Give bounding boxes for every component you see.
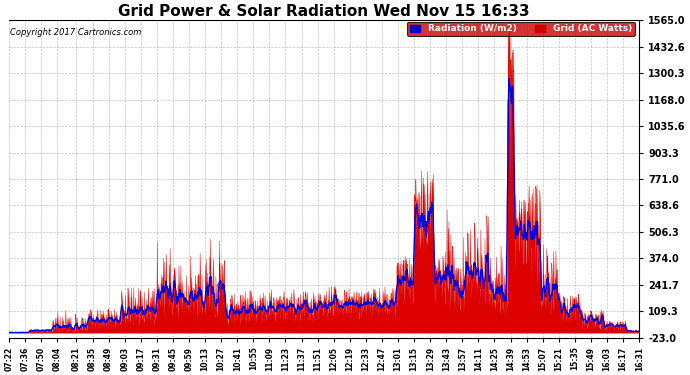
Text: Copyright 2017 Cartronics.com: Copyright 2017 Cartronics.com <box>10 28 141 37</box>
Legend: Radiation (W/m2), Grid (AC Watts): Radiation (W/m2), Grid (AC Watts) <box>407 22 635 36</box>
Title: Grid Power & Solar Radiation Wed Nov 15 16:33: Grid Power & Solar Radiation Wed Nov 15 … <box>118 4 530 19</box>
